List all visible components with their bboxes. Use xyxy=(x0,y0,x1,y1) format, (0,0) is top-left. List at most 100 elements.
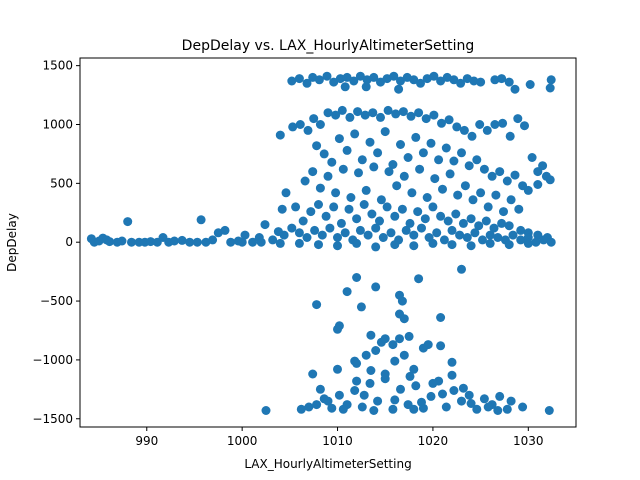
scatter-point xyxy=(169,236,179,246)
scatter-point xyxy=(380,334,390,344)
scatter-point xyxy=(527,153,537,162)
scatter-point xyxy=(516,225,526,235)
scatter-point xyxy=(357,402,367,412)
scatter-point xyxy=(437,118,446,128)
scatter-point xyxy=(380,127,390,137)
scatter-point xyxy=(490,120,500,129)
scatter-point xyxy=(411,132,421,142)
y-axis-ticks: −1500 −1000 −500 0 500 1000 1500 xyxy=(32,59,80,426)
scatter-point xyxy=(123,217,133,227)
scatter-point xyxy=(546,237,556,247)
scatter-point xyxy=(291,202,301,212)
scatter-point xyxy=(275,130,285,140)
scatter-point xyxy=(294,228,304,238)
x-tick-label: 990 xyxy=(135,434,158,448)
scatter-point xyxy=(475,120,485,129)
scatter-point xyxy=(192,237,202,247)
scatter-point xyxy=(390,211,400,221)
chart-title: DepDelay vs. LAX_HourlyAltimeterSetting xyxy=(182,38,475,54)
scatter-point xyxy=(329,202,339,212)
scatter-point xyxy=(409,364,419,374)
scatter-point xyxy=(117,236,127,246)
scatter-point xyxy=(411,381,421,391)
scatter-point xyxy=(294,74,304,84)
scatter-point xyxy=(375,216,384,226)
scatter-point xyxy=(405,218,415,228)
x-tick-label: 1010 xyxy=(322,434,353,448)
scatter-point xyxy=(352,238,362,248)
scatter-point xyxy=(414,274,424,284)
scatter-point xyxy=(319,149,329,159)
scatter-point xyxy=(476,77,486,87)
scatter-point xyxy=(240,230,250,240)
scatter-point xyxy=(287,76,297,86)
scatter-point xyxy=(357,155,367,165)
scatter-point xyxy=(466,399,476,408)
scatter-point xyxy=(457,396,466,406)
scatter-point xyxy=(386,228,396,238)
scatter-point xyxy=(369,406,379,415)
scatter-point xyxy=(438,389,447,399)
scatter-point xyxy=(321,211,331,221)
scatter-point xyxy=(373,148,383,158)
scatter-point xyxy=(396,76,405,86)
scatter-point xyxy=(296,404,306,414)
scatter-point xyxy=(417,223,426,233)
scatter-point xyxy=(354,168,363,178)
scatter-point xyxy=(453,190,463,200)
scatter-point xyxy=(294,238,304,248)
scatter-point xyxy=(329,77,339,87)
scatter-point xyxy=(388,340,398,350)
scatter-point xyxy=(331,188,341,198)
y-tick-label: 1000 xyxy=(42,118,73,132)
scatter-point xyxy=(447,240,457,250)
scatter-point xyxy=(277,204,287,214)
scatter-point xyxy=(256,237,266,247)
y-tick-label: −500 xyxy=(40,294,73,308)
scatter-point xyxy=(436,211,446,221)
scatter-point xyxy=(365,378,375,388)
scatter-point xyxy=(350,129,360,139)
scatter-point xyxy=(389,71,399,81)
scatter-point xyxy=(514,204,524,214)
scatter-point xyxy=(333,324,342,334)
scatter-point xyxy=(476,188,486,198)
scatter-point xyxy=(333,241,342,251)
scatter-point xyxy=(361,350,371,360)
scatter-point xyxy=(452,122,462,132)
scatter-point xyxy=(546,75,556,85)
scatter-point xyxy=(298,216,308,226)
scatter-point xyxy=(390,356,400,366)
scatter-point xyxy=(378,233,388,242)
scatter-point xyxy=(413,207,423,217)
scatter-point xyxy=(401,225,411,235)
scatter-point xyxy=(447,225,457,235)
scatter-point xyxy=(481,216,491,226)
x-axis-label: LAX_HourlyAltimeterSetting xyxy=(244,457,411,471)
scatter-point xyxy=(508,230,518,240)
scatter-point xyxy=(300,176,310,186)
scatter-point xyxy=(390,395,400,405)
y-tick-label: −1500 xyxy=(32,412,73,426)
scatter-point xyxy=(444,115,454,125)
scatter-point xyxy=(380,369,390,379)
scatter-point xyxy=(505,131,515,141)
scatter-point xyxy=(429,110,439,120)
scatter-point xyxy=(443,216,453,226)
scatter-point xyxy=(457,264,466,274)
scatter-point xyxy=(146,237,156,247)
scatter-point xyxy=(333,364,342,374)
scatter-point xyxy=(355,225,365,235)
scatter-point xyxy=(409,241,419,251)
scatter-point xyxy=(439,235,449,245)
scatter-point xyxy=(327,157,337,167)
x-axis-ticks: 990 1000 1010 1020 1030 xyxy=(135,427,544,448)
scatter-point xyxy=(325,223,335,233)
x-tick-label: 1030 xyxy=(513,434,544,448)
scatter-point xyxy=(447,357,457,367)
scatter-point xyxy=(399,314,409,324)
y-axis-label: DepDelay xyxy=(5,213,19,272)
scatter-point xyxy=(395,334,404,344)
scatter-point xyxy=(359,390,369,400)
